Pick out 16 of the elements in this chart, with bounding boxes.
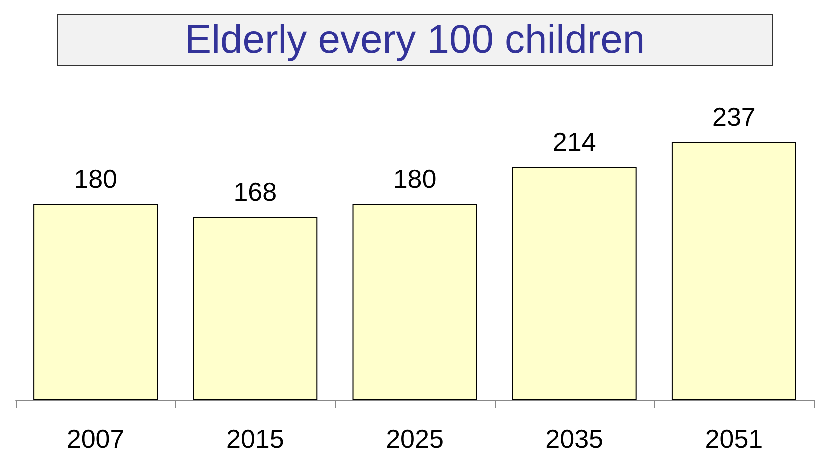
x-tick-label: 2015 xyxy=(226,424,284,454)
x-tick-label: 2051 xyxy=(705,424,764,454)
bar xyxy=(512,167,637,400)
x-tick-label: 2007 xyxy=(66,424,125,454)
bar xyxy=(34,204,158,400)
data-label: 180 xyxy=(74,164,118,194)
data-label: 168 xyxy=(234,177,278,208)
chart-title: Elderly every 100 children xyxy=(184,18,646,62)
x-tick-label: 2035 xyxy=(546,424,604,454)
data-label: 180 xyxy=(393,164,437,194)
data-label: 237 xyxy=(712,102,756,132)
bar xyxy=(672,142,796,400)
bar xyxy=(193,217,318,400)
x-tick-label: 2025 xyxy=(386,424,444,454)
data-label: 214 xyxy=(552,127,596,158)
bar xyxy=(352,204,478,400)
